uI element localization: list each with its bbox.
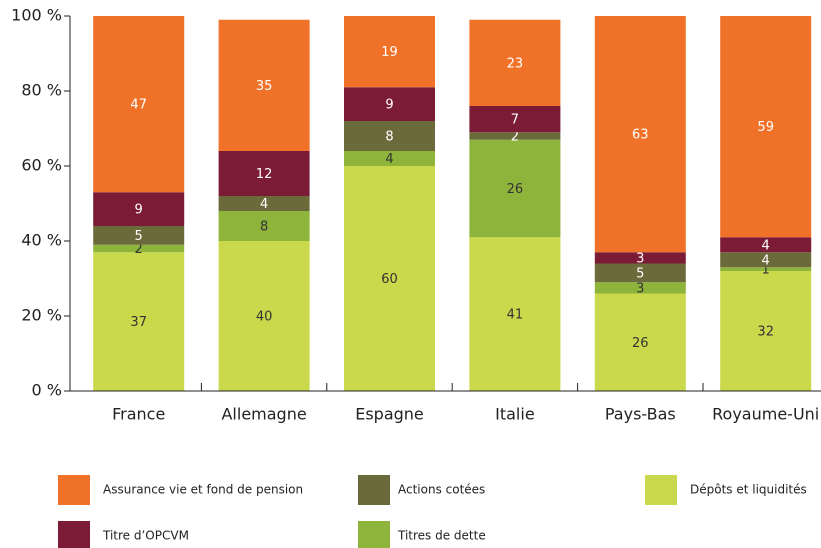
value-label: 41	[507, 308, 524, 323]
y-tick-label: 20 %	[21, 306, 62, 325]
bar-segment	[93, 244, 185, 253]
value-label: 60	[381, 272, 398, 287]
bar-segment	[720, 267, 812, 271]
value-label: 32	[757, 325, 774, 340]
bar-segment	[469, 132, 561, 140]
value-label: 5	[135, 229, 143, 244]
value-label: 3	[636, 251, 644, 266]
bar-segment	[720, 252, 812, 268]
x-tick-label: Pays-Bas	[605, 405, 676, 424]
x-tick-label: Italie	[495, 405, 535, 424]
bar-segment	[344, 151, 435, 166]
legend-label: Assurance vie et fond de pension	[103, 483, 303, 497]
value-label: 1	[762, 263, 770, 278]
value-label: 4	[260, 197, 268, 212]
legend-label: Dépôts et liquidités	[690, 483, 807, 497]
value-label: 19	[381, 45, 398, 60]
bar-segment	[344, 87, 435, 121]
bar-segment	[93, 226, 185, 245]
value-label: 8	[260, 220, 268, 235]
bar-segment	[344, 166, 435, 391]
bar-segment	[469, 106, 561, 133]
value-label: 2	[511, 130, 519, 145]
value-label: 2	[135, 242, 143, 257]
bar-segment	[594, 16, 686, 253]
bar-segment	[93, 192, 185, 226]
bar-segment	[93, 16, 185, 193]
value-label: 7	[511, 113, 519, 128]
y-tick-label: 0 %	[32, 381, 62, 400]
bar-segment	[344, 121, 435, 151]
value-label: 40	[256, 310, 273, 325]
legend-swatch	[358, 475, 390, 505]
y-tick-label: 100 %	[11, 6, 62, 25]
value-label: 12	[256, 167, 273, 182]
value-label: 37	[130, 315, 147, 330]
legend-label: Titres de dette	[397, 529, 486, 543]
legend-swatch	[358, 521, 390, 548]
x-tick-label: France	[112, 405, 165, 424]
bar-segment	[218, 19, 310, 151]
value-label: 9	[135, 203, 143, 218]
bar-segment	[594, 293, 686, 391]
bar-segment	[594, 282, 686, 294]
bar-segment	[469, 19, 561, 106]
x-tick-label: Espagne	[355, 405, 424, 424]
value-label: 4	[762, 253, 770, 268]
value-label: 8	[385, 130, 393, 145]
legend-label: Titre d’OPCVM	[102, 529, 189, 543]
y-tick-label: 80 %	[21, 81, 62, 100]
bar-segment	[594, 252, 686, 264]
value-label: 5	[636, 266, 644, 281]
y-tick-label: 40 %	[21, 231, 62, 250]
bar-segment	[218, 196, 310, 211]
bar-segment	[720, 16, 812, 238]
x-tick-label: Royaume-Uni	[712, 405, 819, 424]
legend-swatch	[58, 475, 90, 505]
legend-swatch	[58, 521, 90, 548]
value-label: 35	[256, 79, 273, 94]
bar-segment	[218, 151, 310, 196]
value-label: 59	[757, 120, 774, 135]
value-label: 4	[762, 238, 770, 253]
bar-segment	[594, 263, 686, 283]
legend-label: Actions cotées	[398, 483, 485, 497]
value-label: 9	[385, 98, 393, 113]
bar-segment	[469, 139, 561, 238]
value-label: 3	[636, 281, 644, 296]
bar-segment	[218, 211, 310, 241]
value-label: 23	[507, 56, 524, 71]
value-label: 63	[632, 128, 649, 143]
bar-segment	[720, 271, 812, 391]
bar-segment	[218, 241, 310, 391]
bar-segment	[469, 237, 561, 391]
value-label: 26	[632, 336, 649, 351]
bar-segment	[720, 237, 812, 253]
value-label: 4	[385, 152, 393, 167]
value-label: 47	[130, 98, 147, 113]
x-tick-label: Allemagne	[221, 405, 306, 424]
legend-swatch	[645, 475, 677, 505]
bar-segment	[344, 16, 435, 88]
bar-segment	[93, 252, 185, 391]
value-label: 26	[507, 182, 524, 197]
y-tick-label: 60 %	[21, 156, 62, 175]
